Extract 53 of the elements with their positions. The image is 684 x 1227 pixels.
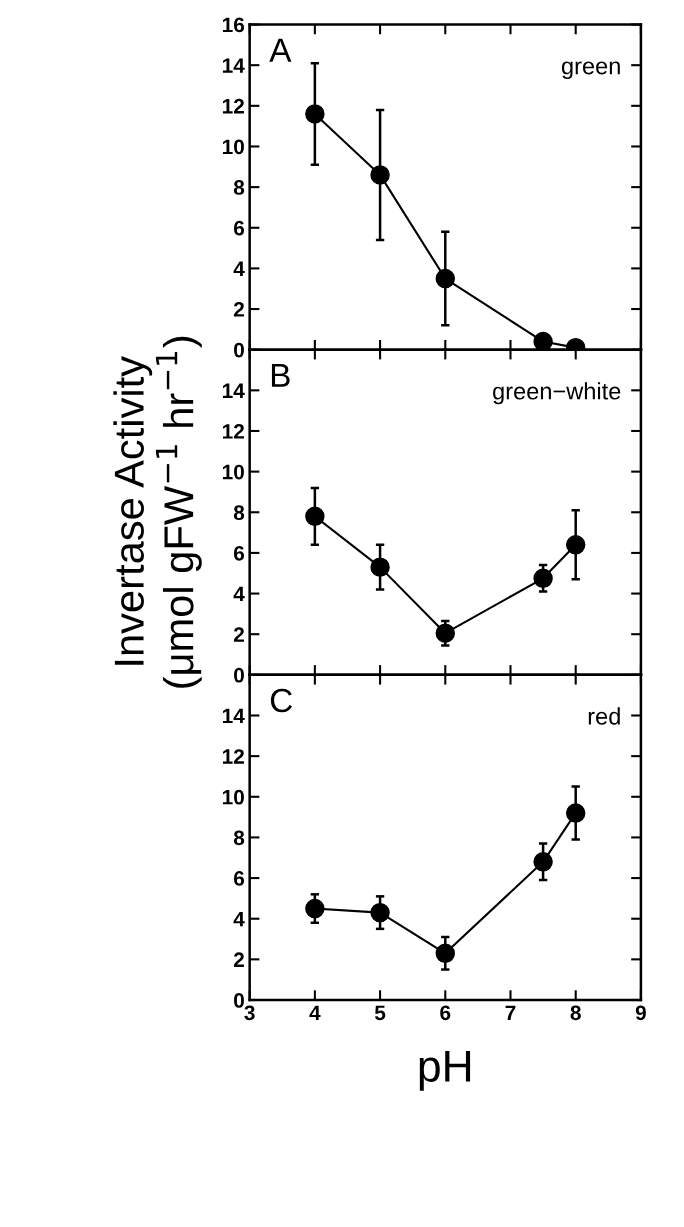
point xyxy=(435,268,456,289)
x-tick-label: 6 xyxy=(440,1005,451,1021)
y-tick-label: 0 xyxy=(234,993,244,1008)
y-tick-label: 2 xyxy=(233,627,244,642)
y-tick-label: 12 xyxy=(222,423,244,439)
annotation: green xyxy=(561,61,620,80)
y-tick-label: 0 xyxy=(234,342,244,358)
annotation: B xyxy=(271,363,290,387)
point xyxy=(370,165,390,185)
y-tick-label: 10 xyxy=(222,789,244,805)
y-tick-label: 8 xyxy=(233,830,245,846)
x-tick-label: 7 xyxy=(505,1005,516,1020)
point xyxy=(370,902,390,923)
point xyxy=(533,331,553,350)
x-tick-label: 5 xyxy=(374,1005,386,1021)
point xyxy=(435,943,456,963)
y-axis-title: Invertase Activity (μmol gFW$^{−1}$ hr$^{−1}$) xyxy=(113,336,202,688)
y-tick-label: 4 xyxy=(233,261,245,276)
x-tick-label: 9 xyxy=(635,1005,646,1021)
point xyxy=(533,852,553,872)
y-tick-label: 14 xyxy=(222,58,245,73)
x-tick-label: 3 xyxy=(244,1005,255,1021)
point xyxy=(305,506,325,527)
y-tick-label: 6 xyxy=(233,220,245,236)
y-tick-label: 4 xyxy=(233,586,245,602)
y-tick-label: 14 xyxy=(222,383,245,398)
annotation: C xyxy=(270,688,293,713)
y-tick-label: 2 xyxy=(233,302,244,317)
y-tick-label: 6 xyxy=(233,545,245,561)
y-tick-label: 12 xyxy=(222,98,244,114)
y-tick-label: 0 xyxy=(234,667,244,683)
point xyxy=(565,535,586,555)
point xyxy=(435,623,456,643)
point xyxy=(305,104,325,124)
y-tick-label: 8 xyxy=(233,180,245,195)
x-tick-label: 4 xyxy=(309,1005,321,1020)
y-tick-label: 10 xyxy=(222,464,244,480)
y-tick-label: 2 xyxy=(233,952,244,967)
y-tick-label: 12 xyxy=(222,749,244,764)
y-tick-label: 8 xyxy=(233,505,245,521)
point xyxy=(565,803,586,823)
y-tick-label: 6 xyxy=(233,871,245,886)
x-tick-label: 8 xyxy=(570,1005,581,1021)
annotation: green−white xyxy=(493,382,621,405)
y-tick-label: 16 xyxy=(222,17,245,33)
point xyxy=(305,898,325,919)
y-tick-label: 14 xyxy=(222,708,245,724)
y-tick-label: 10 xyxy=(222,139,244,155)
point xyxy=(370,557,390,577)
y-tick-label: 4 xyxy=(233,911,245,927)
annotation: A xyxy=(269,38,292,62)
x-axis-title: pH xyxy=(419,1050,471,1091)
annotation: red xyxy=(588,707,620,725)
